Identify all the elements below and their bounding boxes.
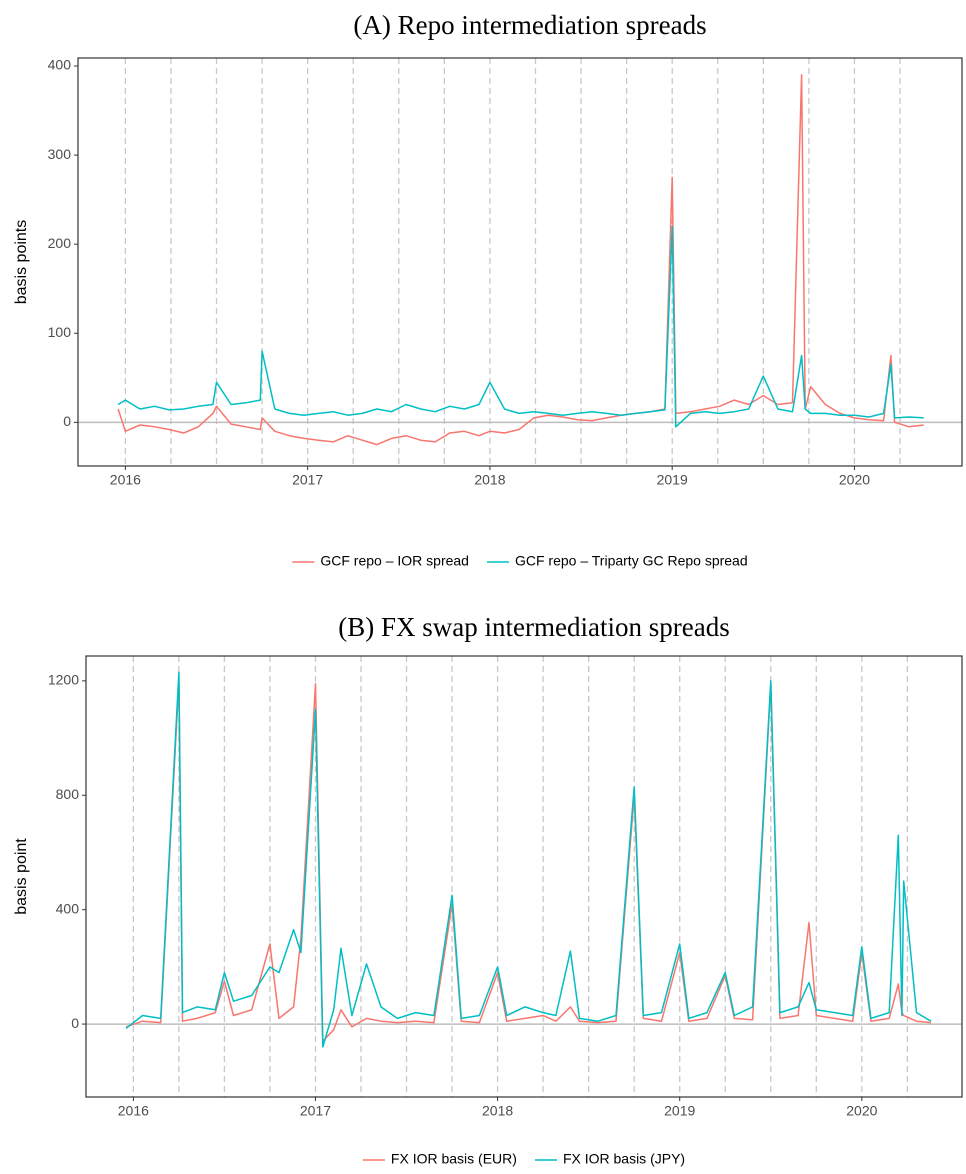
x-tick-label: 2016: [118, 1103, 149, 1119]
y-tick-label: 0: [71, 1015, 79, 1031]
legend: FX IOR basis (EUR) FX IOR basis (JPY): [362, 1151, 685, 1167]
chart-title: (B) FX swap intermediation spreads: [338, 612, 729, 642]
y-tick-label: 100: [48, 324, 72, 340]
x-tick-label: 2020: [839, 472, 870, 488]
x-tick-label: 2018: [482, 1103, 513, 1119]
x-tick-label: 2017: [300, 1103, 331, 1119]
y-tick-label: 800: [56, 786, 80, 802]
series-line: [117, 74, 924, 446]
legend-label: FX IOR basis (JPY): [563, 1151, 685, 1167]
plot-frame: [85, 655, 963, 1098]
y-tick-label: 1200: [48, 672, 79, 688]
legend: GCF repo – IOR spread GCF repo – Triparty…: [292, 553, 748, 569]
legend-label: FX IOR basis (EUR): [391, 1151, 517, 1167]
y-tick-label: 400: [48, 57, 72, 73]
y-axis-label: basis point: [13, 838, 30, 915]
y-tick-label: 400: [56, 900, 80, 916]
y-tick-label: 300: [48, 146, 72, 162]
legend-label: GCF repo – Triparty GC Repo spread: [515, 553, 748, 569]
y-axis-label: basis points: [13, 220, 30, 305]
x-tick-label: 2018: [474, 472, 505, 488]
y-tick-label: 200: [48, 235, 72, 251]
legend-label: GCF repo – IOR spread: [320, 553, 469, 569]
x-tick-label: 2019: [657, 472, 688, 488]
series-line: [125, 680, 932, 1042]
x-tick-label: 2016: [110, 472, 141, 488]
plot-frame: [77, 57, 963, 467]
chart-title: (A) Repo intermediation spreads: [353, 10, 706, 40]
x-tick-label: 2019: [664, 1103, 695, 1119]
x-tick-label: 2017: [292, 472, 323, 488]
x-tick-label: 2020: [846, 1103, 877, 1119]
y-tick-label: 0: [63, 413, 71, 429]
series-line: [125, 671, 932, 1048]
series-line: [117, 225, 924, 428]
